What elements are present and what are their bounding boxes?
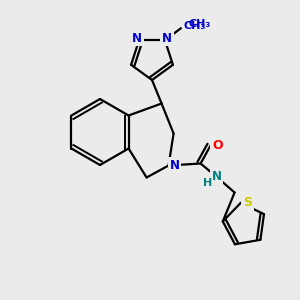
Text: N: N <box>162 32 172 45</box>
Text: O: O <box>212 139 223 152</box>
Text: CH₃: CH₃ <box>184 21 206 31</box>
Text: N: N <box>169 159 180 172</box>
Text: N: N <box>132 32 142 45</box>
Text: N: N <box>212 170 222 183</box>
Text: CH₃: CH₃ <box>189 19 211 29</box>
Text: S: S <box>243 196 252 209</box>
Text: H: H <box>203 178 212 188</box>
